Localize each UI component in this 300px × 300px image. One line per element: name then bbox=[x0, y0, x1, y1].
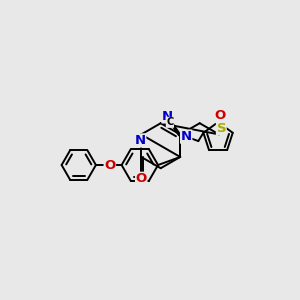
Text: N: N bbox=[162, 110, 173, 123]
Text: O: O bbox=[136, 172, 147, 185]
Text: O: O bbox=[214, 109, 226, 122]
Text: S: S bbox=[217, 122, 226, 135]
Text: N: N bbox=[135, 134, 146, 147]
Text: O: O bbox=[104, 158, 116, 172]
Text: N: N bbox=[181, 130, 192, 143]
Text: C: C bbox=[166, 117, 173, 128]
